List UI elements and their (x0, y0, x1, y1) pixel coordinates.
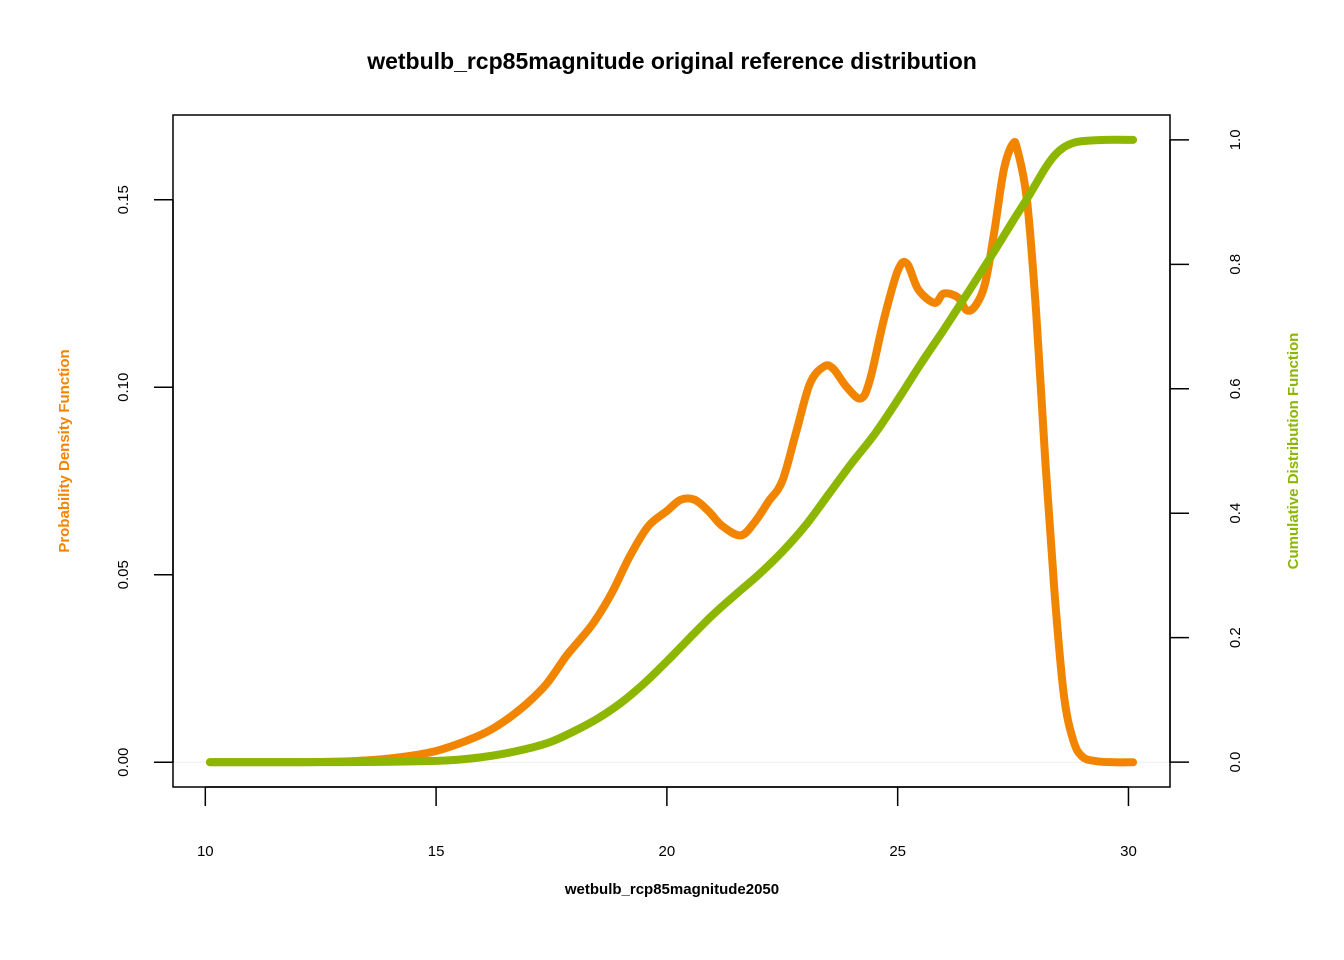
x-axis: 10 15 20 25 30 (197, 786, 1137, 860)
x-axis-label: wetbulb_rcp85magnitude2050 (564, 881, 779, 898)
y-right-tick-label: 0.6 (1227, 378, 1244, 399)
chart-title: wetbulb_rcp85magnitude original referenc… (366, 48, 977, 74)
y-left-tick-label: 0.00 (115, 748, 132, 777)
pdf-series-line (205, 138, 1138, 767)
x-tick-label: 10 (197, 843, 214, 860)
y-left-tick-label: 0.05 (115, 560, 132, 589)
series-layer (205, 135, 1138, 767)
x-tick-label: 30 (1120, 843, 1137, 860)
x-tick-label: 20 (659, 843, 676, 860)
y-right-tick-label: 1.0 (1227, 129, 1244, 150)
x-tick-label: 25 (889, 843, 906, 860)
cdf-series-line (205, 135, 1138, 767)
y-left-tick-label: 0.15 (115, 185, 132, 214)
y-right-tick-label: 0.0 (1227, 752, 1244, 773)
y-left-tick-label: 0.10 (115, 373, 132, 402)
y-axis-label-left: Probability Density Function (56, 349, 73, 552)
y-axis-right: 0.0 0.2 0.4 0.6 0.8 1.0 (1169, 129, 1244, 773)
y-axis-label-right: Cumulative Distribution Function (1285, 333, 1302, 570)
y-right-tick-label: 0.4 (1227, 503, 1244, 524)
y-right-tick-label: 0.2 (1227, 627, 1244, 648)
x-tick-label: 15 (428, 843, 445, 860)
y-axis-left: 0.00 0.05 0.10 0.15 (115, 185, 174, 777)
y-right-tick-label: 0.8 (1227, 254, 1244, 275)
